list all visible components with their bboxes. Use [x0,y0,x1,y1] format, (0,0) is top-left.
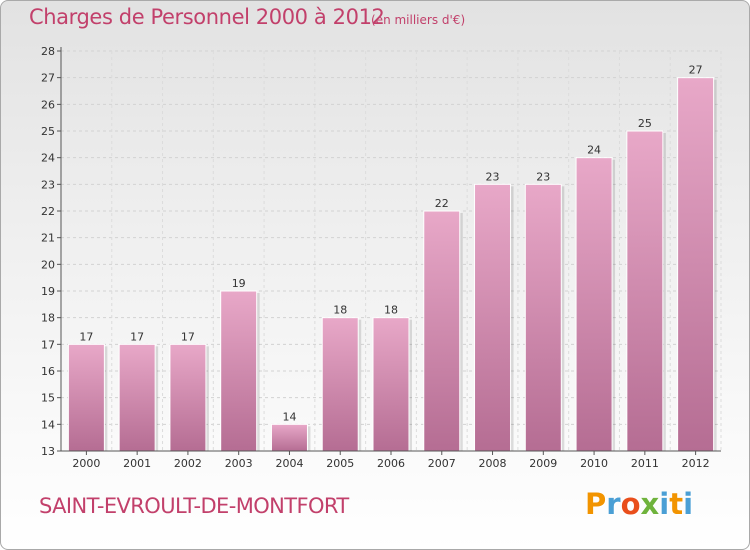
x-tick-label: 2008 [479,457,507,470]
bar-value-label: 25 [638,117,652,130]
x-tick-label: 2005 [326,457,354,470]
axes [57,47,721,455]
y-tick-label: 19 [41,285,55,298]
x-tick-label: 2010 [580,457,608,470]
logo-letter: x [640,487,660,521]
bar-value-label: 18 [333,304,347,317]
bar-value-label: 17 [79,330,93,343]
x-tick-label: 2012 [682,457,710,470]
y-tick-label: 13 [41,445,55,458]
logo-letter: r [606,487,621,521]
chart-subtitle: (en milliers d'€) [371,13,466,27]
y-tick-label: 15 [41,392,55,405]
bar-2011 [626,130,664,452]
bar-2008 [474,183,512,452]
x-tick-label: 2000 [72,457,100,470]
bar-value-label: 18 [384,304,398,317]
bar-value-label: 17 [130,330,144,343]
y-tick-label: 22 [41,205,55,218]
proxiti-logo: Proxiti [585,487,693,521]
bar-2004 [270,423,308,452]
y-tick-label: 17 [41,338,55,351]
bar-2000 [67,343,105,452]
bar-value-label: 14 [282,410,296,423]
labels: 13 14 15 16 17 18 19 20 21 22 23 24 25 26 27 28 17 2000 17… [41,45,710,470]
y-tick-label: 21 [41,232,55,245]
x-tick-label: 2002 [174,457,202,470]
logo-letter: P [585,487,607,521]
y-tick-label: 14 [41,418,55,431]
y-tick-label: 26 [41,98,55,111]
bar-2002 [169,343,207,452]
commune-name: SAINT-EVROULT-DE-MONTFORT [39,494,349,518]
bar-2010 [575,157,613,452]
chart-title: Charges de Personnel 2000 à 2012 [29,5,385,29]
bar-value-label: 17 [181,330,195,343]
x-tick-label: 2007 [428,457,456,470]
y-tick-label: 23 [41,178,55,191]
logo-letter: i [659,487,670,521]
logo-letter: t [669,487,684,521]
x-tick-label: 2003 [225,457,253,470]
bar-2012 [677,77,715,452]
bar-value-label: 23 [536,170,550,183]
y-tick-label: 27 [41,72,55,85]
bar-value-label: 24 [587,144,601,157]
y-tick-label: 24 [41,152,55,165]
x-tick-label: 2009 [529,457,557,470]
bar-2003 [220,290,258,452]
x-tick-label: 2001 [123,457,151,470]
y-tick-label: 28 [41,45,55,58]
bar-2001 [118,343,156,452]
logo-letter: i [683,487,694,521]
bar-value-label: 22 [435,197,449,210]
bar-2006 [372,317,410,452]
y-tick-label: 20 [41,258,55,271]
y-tick-label: 16 [41,365,55,378]
bar-2009 [524,183,562,452]
bar-value-label: 23 [486,170,500,183]
bar-value-label: 19 [232,277,246,290]
x-tick-label: 2006 [377,457,405,470]
bar-2005 [321,317,359,452]
bar-value-label: 27 [689,64,703,77]
y-tick-label: 18 [41,312,55,325]
bar-2007 [423,210,461,452]
y-tick-label: 25 [41,125,55,138]
logo-letter: o [620,487,641,521]
x-tick-label: 2004 [275,457,303,470]
x-tick-label: 2011 [631,457,659,470]
